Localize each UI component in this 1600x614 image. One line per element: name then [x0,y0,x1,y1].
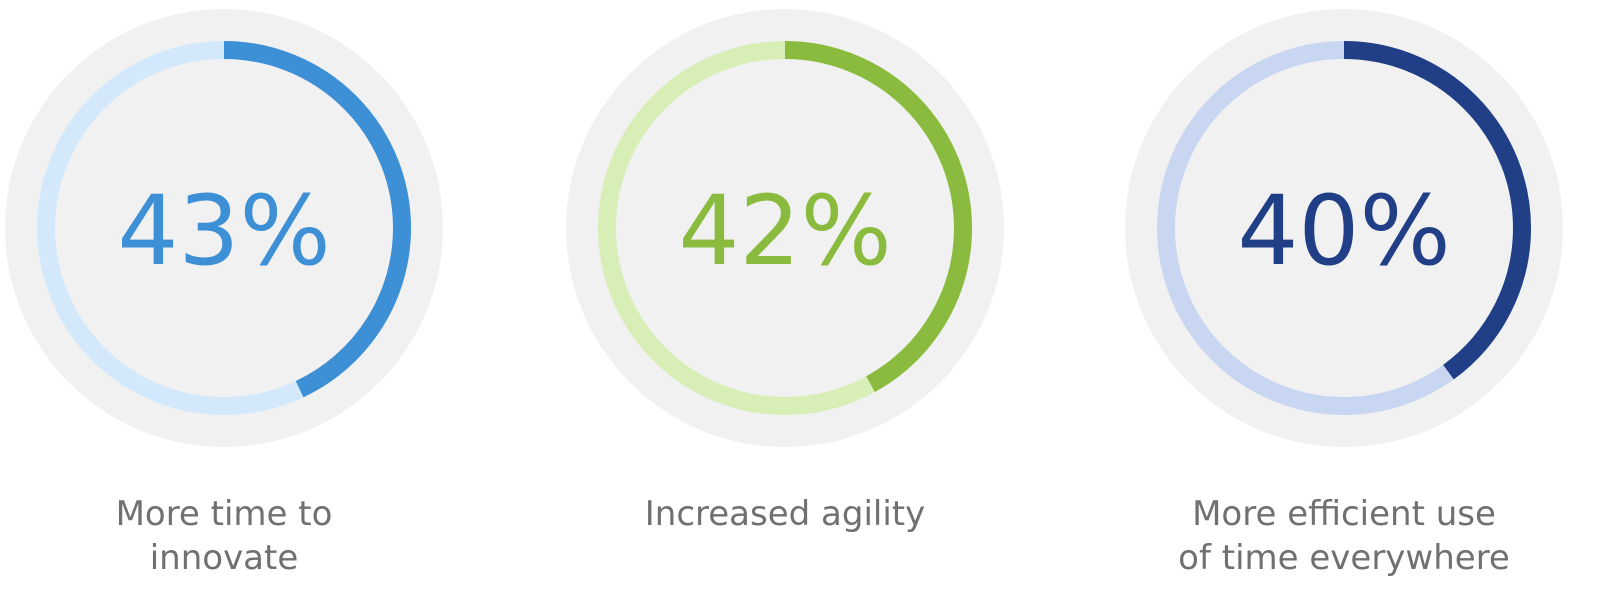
background-disc [5,9,443,447]
background-disc [1125,9,1563,447]
donut-chart: 40% [1125,9,1563,447]
caption-line: Increased agility [644,494,926,534]
percentage-label: 43% [117,175,330,287]
ring-progress [1157,41,1531,415]
caption-line: More efficient use [1192,494,1496,534]
stat-card: 40% More efficient use of time everywher… [1104,0,1584,614]
stat-caption: More efficient use of time everywhere [1104,492,1584,580]
ring-progress [37,41,411,415]
stat-card: 42% Increased agility [545,0,1025,614]
donut-chart: 42% [566,9,1004,447]
caption-line: innovate [149,538,299,578]
caption-line: More time to [115,494,333,534]
percentage-label: 42% [678,175,891,287]
stat-card: 43% More time to innovate [0,0,464,614]
ring-progress [598,41,972,415]
stat-caption: More time to innovate [0,492,464,580]
stat-caption: Increased agility [545,492,1025,536]
caption-line: of time everywhere [1178,538,1510,578]
percentage-label: 40% [1237,175,1450,287]
background-disc [566,9,1004,447]
donut-chart: 43% [5,9,443,447]
